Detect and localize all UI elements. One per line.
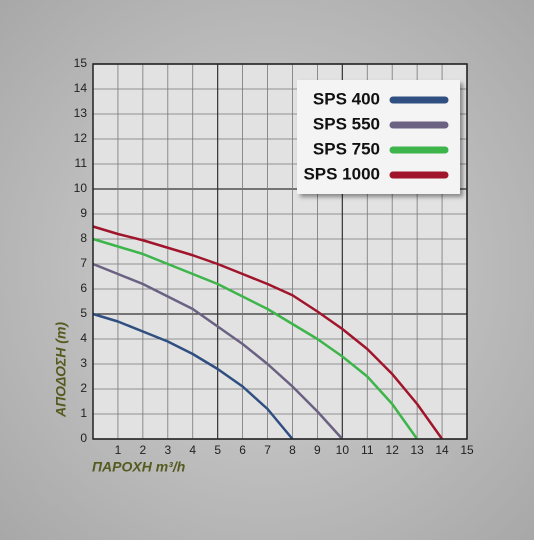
y-tick-label: 3 — [80, 356, 87, 370]
plot-border — [92, 63, 468, 440]
y-tick-label: 14 — [74, 81, 88, 95]
x-tick-label: 3 — [164, 443, 171, 457]
y-tick-label: 8 — [80, 231, 87, 245]
y-tick-label: 10 — [74, 181, 88, 195]
curve — [92, 225, 444, 440]
x-tick-label: 14 — [435, 443, 449, 457]
y-tick-label: 6 — [80, 281, 87, 295]
x-tick-label: 11 — [361, 443, 374, 457]
y-tick-label: 11 — [75, 156, 88, 170]
legend-label: SPS 750 — [313, 139, 380, 158]
x-tick-label: 7 — [264, 443, 271, 457]
x-tick-label: 6 — [239, 443, 246, 457]
x-tick-label: 12 — [386, 443, 400, 457]
x-tick-label: 1 — [115, 443, 122, 457]
x-tick-label: 8 — [289, 443, 296, 457]
y-tick-label: 7 — [80, 256, 87, 270]
y-tick-label: 0 — [80, 431, 87, 445]
x-tick-label: 9 — [314, 443, 321, 457]
y-tick-label: 5 — [80, 306, 87, 320]
x-tick-label: 4 — [189, 443, 196, 457]
legend-label: SPS 400 — [313, 89, 380, 108]
legend-label: SPS 550 — [313, 114, 380, 133]
x-tick-label: 5 — [214, 443, 221, 457]
curve — [92, 312, 294, 440]
y-axis-label: ΑΠΟΔΟΣΗ (m) — [53, 322, 69, 418]
x-tick-label: 10 — [336, 443, 350, 457]
curve — [92, 262, 344, 440]
y-tick-label: 15 — [74, 56, 88, 70]
y-tick-label: 13 — [74, 106, 88, 120]
x-tick-label: 15 — [460, 443, 474, 457]
y-tick-label: 2 — [80, 381, 87, 395]
x-tick-label: 2 — [140, 443, 147, 457]
y-tick-label: 1 — [80, 406, 87, 420]
y-tick-label: 9 — [80, 206, 87, 220]
x-tick-label: 13 — [410, 443, 424, 457]
x-axis-label: ΠΑΡΟΧΗ m³/h — [92, 459, 185, 475]
curve — [92, 237, 419, 440]
legend-label: SPS 1000 — [303, 164, 380, 183]
y-tick-label: 4 — [80, 331, 87, 345]
y-tick-label: 12 — [74, 131, 88, 145]
